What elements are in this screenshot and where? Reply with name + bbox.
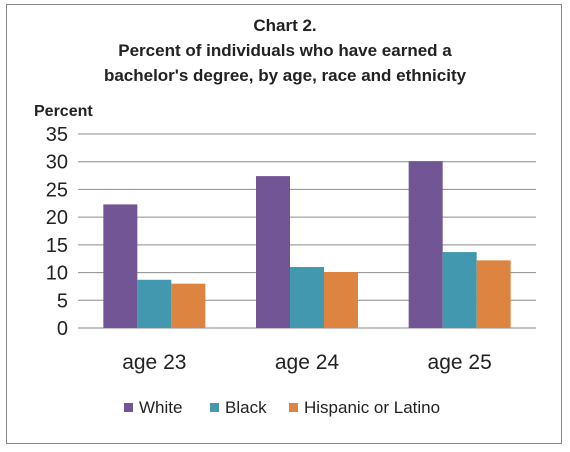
y-tick-label: 5 bbox=[57, 290, 68, 312]
chart-title: Chart 2. Percent of individuals who have … bbox=[104, 16, 467, 85]
y-tick-label: 0 bbox=[57, 318, 68, 340]
bar-hispanic-or-latino-age-23 bbox=[171, 283, 206, 328]
legend-label: Hispanic or Latino bbox=[304, 398, 440, 417]
bar-white-age-25 bbox=[408, 161, 443, 328]
bars bbox=[103, 161, 511, 328]
bar-hispanic-or-latino-age-25 bbox=[476, 260, 511, 328]
legend-label: Black bbox=[225, 398, 267, 417]
chart-title-line: Percent of individuals who have earned a bbox=[118, 41, 452, 60]
legend: White Black Hispanic or Latino bbox=[124, 398, 440, 417]
bar-black-age-24 bbox=[290, 267, 324, 328]
y-tick-label: 15 bbox=[46, 235, 68, 257]
y-axis-ticks: 0 5 10 15 20 25 30 35 bbox=[46, 124, 68, 340]
y-tick-label: 35 bbox=[46, 124, 68, 146]
y-tick-label: 30 bbox=[46, 152, 68, 174]
y-tick-label: 25 bbox=[46, 179, 68, 201]
chart-title-line: Chart 2. bbox=[253, 16, 316, 35]
x-tick-label: age 23 bbox=[122, 351, 186, 374]
legend-label: White bbox=[139, 398, 182, 417]
bar-white-age-23 bbox=[103, 204, 138, 328]
legend-swatch bbox=[289, 403, 298, 412]
y-tick-label: 20 bbox=[46, 207, 68, 229]
x-tick-label: age 24 bbox=[275, 351, 340, 374]
x-axis-ticks: age 23 age 24 age 25 bbox=[122, 351, 492, 374]
y-tick-label: 10 bbox=[46, 263, 68, 285]
bar-black-age-23 bbox=[137, 279, 172, 328]
bar-black-age-25 bbox=[442, 252, 477, 328]
x-tick-label: age 25 bbox=[428, 351, 492, 374]
legend-swatch bbox=[124, 403, 133, 412]
legend-swatch bbox=[210, 403, 219, 412]
bar-hispanic-or-latino-age-24 bbox=[324, 272, 358, 328]
chart-title-line: bachelor's degree, by age, race and ethn… bbox=[104, 66, 467, 85]
bar-white-age-24 bbox=[256, 176, 290, 328]
y-axis-label: Percent bbox=[34, 103, 93, 120]
